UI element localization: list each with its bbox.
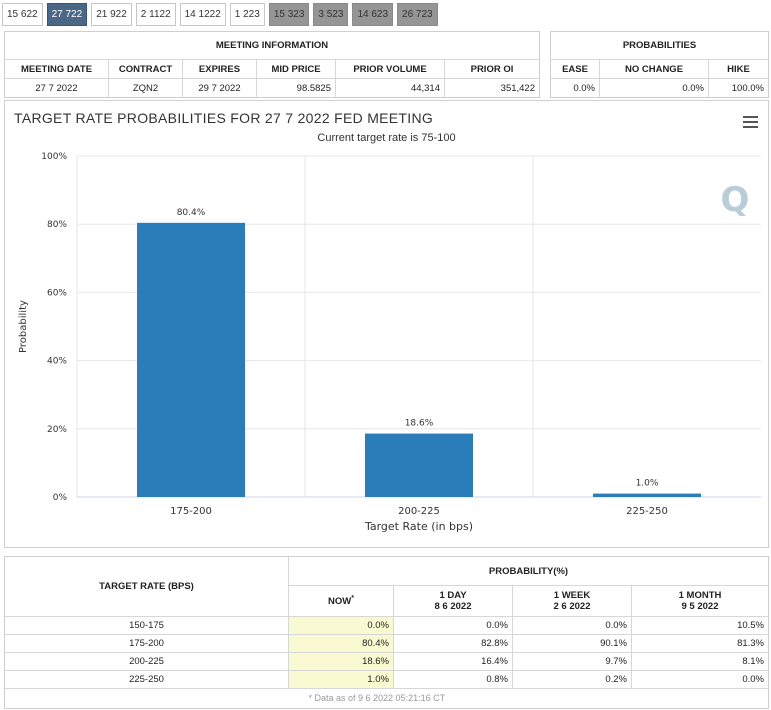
x-tick-label: 225-250	[626, 506, 668, 517]
probability-bar-chart: 0% 20% 40% 60% 80% 100% Q 80.4% 175-200 18.6% 200-…	[18, 152, 761, 533]
x-tick-label: 200-225	[398, 506, 440, 517]
col-now: NOW*	[288, 585, 394, 617]
now-cell: 80.4%	[288, 634, 394, 653]
1-week-cell: 90.1%	[512, 634, 632, 653]
col-ease: EASE	[551, 59, 600, 79]
col-contract: CONTRACT	[108, 59, 183, 79]
y-tick-label: 20%	[47, 425, 67, 435]
col-1-week: 1 WEEK 2 6 2022	[512, 585, 632, 617]
1-month-cell: 8.1%	[631, 652, 768, 671]
col-hike: HIKE	[708, 59, 768, 79]
tab-15-323[interactable]: 15 323	[268, 3, 310, 26]
hike-value: 100.0%	[708, 78, 768, 97]
bar-data-label: 80.4%	[177, 208, 206, 218]
table-row: 150-175 0.0% 0.0% 0.0% 10.5%	[5, 616, 768, 635]
tab-3-523[interactable]: 3 523	[313, 3, 349, 26]
rate-cell: 175-200	[5, 634, 289, 653]
tab-21-922[interactable]: 21 922	[91, 3, 132, 26]
chart-menu-icon[interactable]	[743, 116, 758, 131]
1-month-cell: 0.0%	[631, 670, 768, 689]
no-change-value: 0.0%	[599, 78, 709, 97]
bar-data-label: 1.0%	[636, 479, 659, 489]
y-tick-label: 80%	[47, 220, 67, 230]
data-as-of-note: * Data as of 9 6 2022 05:21:16 CT	[308, 692, 446, 703]
probabilities-panel: PROBABILITIES EASE NO CHANGE HIKE 0.0% 0…	[550, 31, 769, 98]
tab-15-622[interactable]: 15 622	[2, 3, 43, 26]
table-row: 225-250 1.0% 0.8% 0.2% 0.0%	[5, 670, 768, 689]
table-row: 175-200 80.4% 82.8% 90.1% 81.3%	[5, 634, 768, 653]
meeting-date-tabs: 15 622 27 722 21 922 2 1122 14 1222 1 223 15 3…	[2, 3, 442, 26]
tab-27-722[interactable]: 27 722	[46, 3, 88, 26]
bar-225-250	[593, 493, 701, 497]
probability-chart-panel: TARGET RATE PROBABILITIES FOR 27 7 2022 …	[4, 100, 769, 548]
probabilities-table: PROBABILITIES EASE NO CHANGE HIKE 0.0% 0…	[551, 32, 768, 97]
y-tick-label: 60%	[47, 288, 67, 298]
1-day-cell: 0.0%	[393, 616, 513, 635]
probability-history-panel: TARGET RATE (BPS) PROBABILITY(%) NOW* 1 …	[4, 556, 769, 709]
1-month-cell: 81.3%	[631, 634, 768, 653]
col-meeting-date: MEETING DATE	[5, 59, 109, 79]
probabilities-title: PROBABILITIES	[551, 32, 768, 60]
col-1-day: 1 DAY 8 6 2022	[393, 585, 513, 617]
rate-cell: 200-225	[5, 652, 289, 671]
col-mid-price: MID PRICE	[256, 59, 336, 79]
meeting-information-panel: MEETING INFORMATION MEETING DATE CONTRAC…	[4, 31, 540, 98]
1-week-cell: 9.7%	[512, 652, 632, 671]
now-cell: 1.0%	[288, 670, 394, 689]
meeting-date-value: 27 7 2022	[5, 78, 109, 97]
chart-subtitle: Current target rate is 75-100	[317, 132, 456, 144]
tab-2-1122[interactable]: 2 1122	[135, 3, 176, 26]
x-tick-label: 175-200	[170, 506, 212, 517]
now-cell: 18.6%	[288, 652, 394, 671]
table-row: 200-225 18.6% 16.4% 9.7% 8.1%	[5, 652, 768, 671]
1-month-cell: 10.5%	[631, 616, 768, 635]
target-rate-header: TARGET RATE (BPS)	[5, 557, 289, 617]
prior-oi-value: 351,422	[444, 78, 539, 97]
col-1-month: 1 MONTH 9 5 2022	[631, 585, 768, 617]
bar-200-225	[365, 433, 473, 497]
watermark-logo: Q	[721, 180, 750, 220]
chart-title: TARGET RATE PROBABILITIES FOR 27 7 2022 …	[14, 110, 434, 126]
1-day-cell: 0.8%	[393, 670, 513, 689]
meeting-information-title: MEETING INFORMATION	[5, 32, 539, 60]
tab-14-623[interactable]: 14 623	[352, 3, 394, 26]
mid-price-value: 98.5825	[256, 78, 336, 97]
y-axis-title: Probability	[18, 300, 29, 353]
bar-data-label: 18.6%	[405, 419, 434, 429]
y-tick-label: 40%	[47, 357, 67, 367]
tab-26-723[interactable]: 26 723	[397, 3, 438, 26]
probability-header: PROBABILITY(%)	[288, 557, 768, 586]
col-no-change: NO CHANGE	[599, 59, 709, 79]
rate-cell: 225-250	[5, 670, 289, 689]
rate-cell: 150-175	[5, 616, 289, 635]
bar-175-200	[137, 222, 245, 497]
col-prior-volume: PRIOR VOLUME	[335, 59, 445, 79]
probability-history-table: TARGET RATE (BPS) PROBABILITY(%) NOW* 1 …	[5, 557, 768, 706]
ease-value: 0.0%	[551, 78, 600, 97]
1-day-cell: 82.8%	[393, 634, 513, 653]
prior-volume-value: 44,314	[335, 78, 445, 97]
meeting-information-table: MEETING INFORMATION MEETING DATE CONTRAC…	[5, 32, 539, 97]
x-axis-title: Target Rate (in bps)	[364, 520, 473, 533]
y-tick-label: 100%	[41, 152, 67, 162]
1-week-cell: 0.0%	[512, 616, 632, 635]
tab-1-223[interactable]: 1 223	[229, 3, 265, 26]
col-expires: EXPIRES	[182, 59, 257, 79]
now-cell: 0.0%	[288, 616, 394, 635]
tab-14-1222[interactable]: 14 1222	[179, 3, 226, 26]
1-day-cell: 16.4%	[393, 652, 513, 671]
expires-value: 29 7 2022	[182, 78, 257, 97]
contract-value: ZQN2	[108, 78, 183, 97]
y-tick-label: 0%	[53, 493, 68, 503]
1-week-cell: 0.2%	[512, 670, 632, 689]
col-prior-oi: PRIOR OI	[444, 59, 539, 79]
